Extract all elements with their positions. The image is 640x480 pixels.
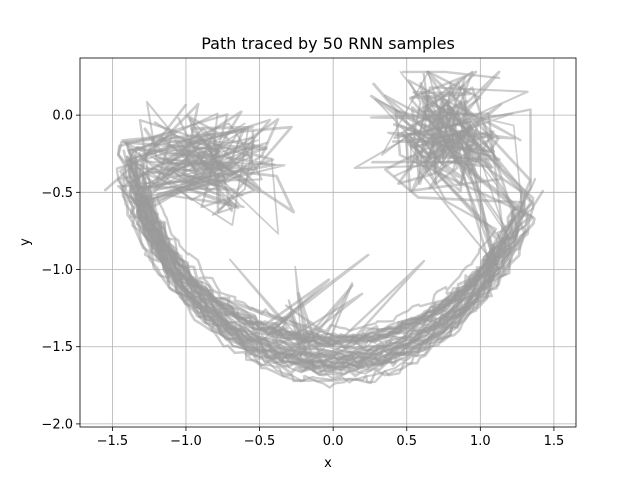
sample-path-line	[140, 116, 524, 347]
x-tick-label: −1.0	[170, 434, 202, 449]
sample-path-line	[143, 82, 498, 342]
sample-paths	[103, 70, 545, 389]
y-tick-label: −1.0	[41, 263, 73, 278]
x-tick-label: −1.5	[97, 434, 129, 449]
x-tick-label: 1.5	[544, 434, 565, 449]
axis-ticks: −1.5 −1.0 −0.5 0.0 0.5 1.0 1.5 −2.0 −1.5 −1.0 −0.5…	[41, 109, 564, 449]
x-axis-label: x	[324, 456, 332, 471]
sample-path-line	[138, 76, 508, 384]
x-tick-label: −0.5	[244, 434, 276, 449]
y-tick-label: −2.0	[41, 417, 73, 432]
x-tick-label: 0.0	[323, 434, 344, 449]
sample-path-line	[149, 79, 522, 333]
x-tick-label: 1.0	[470, 434, 491, 449]
chart-title: Path traced by 50 RNN samples	[201, 34, 455, 53]
x-tick-label: 0.5	[396, 434, 417, 449]
y-tick-label: 0.0	[52, 109, 73, 124]
sample-path-line	[140, 94, 504, 369]
sample-path-line	[152, 197, 496, 352]
y-tick-label: −1.5	[41, 340, 73, 355]
y-tick-label: −0.5	[41, 186, 73, 201]
y-axis-label: y	[18, 238, 33, 246]
plot-frame	[79, 57, 577, 428]
